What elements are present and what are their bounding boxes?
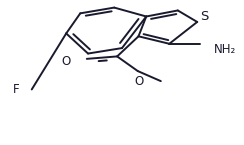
Text: O: O: [61, 55, 71, 68]
Text: F: F: [13, 83, 20, 96]
Text: O: O: [134, 75, 144, 88]
Text: S: S: [200, 10, 209, 23]
Text: NH₂: NH₂: [214, 43, 236, 56]
